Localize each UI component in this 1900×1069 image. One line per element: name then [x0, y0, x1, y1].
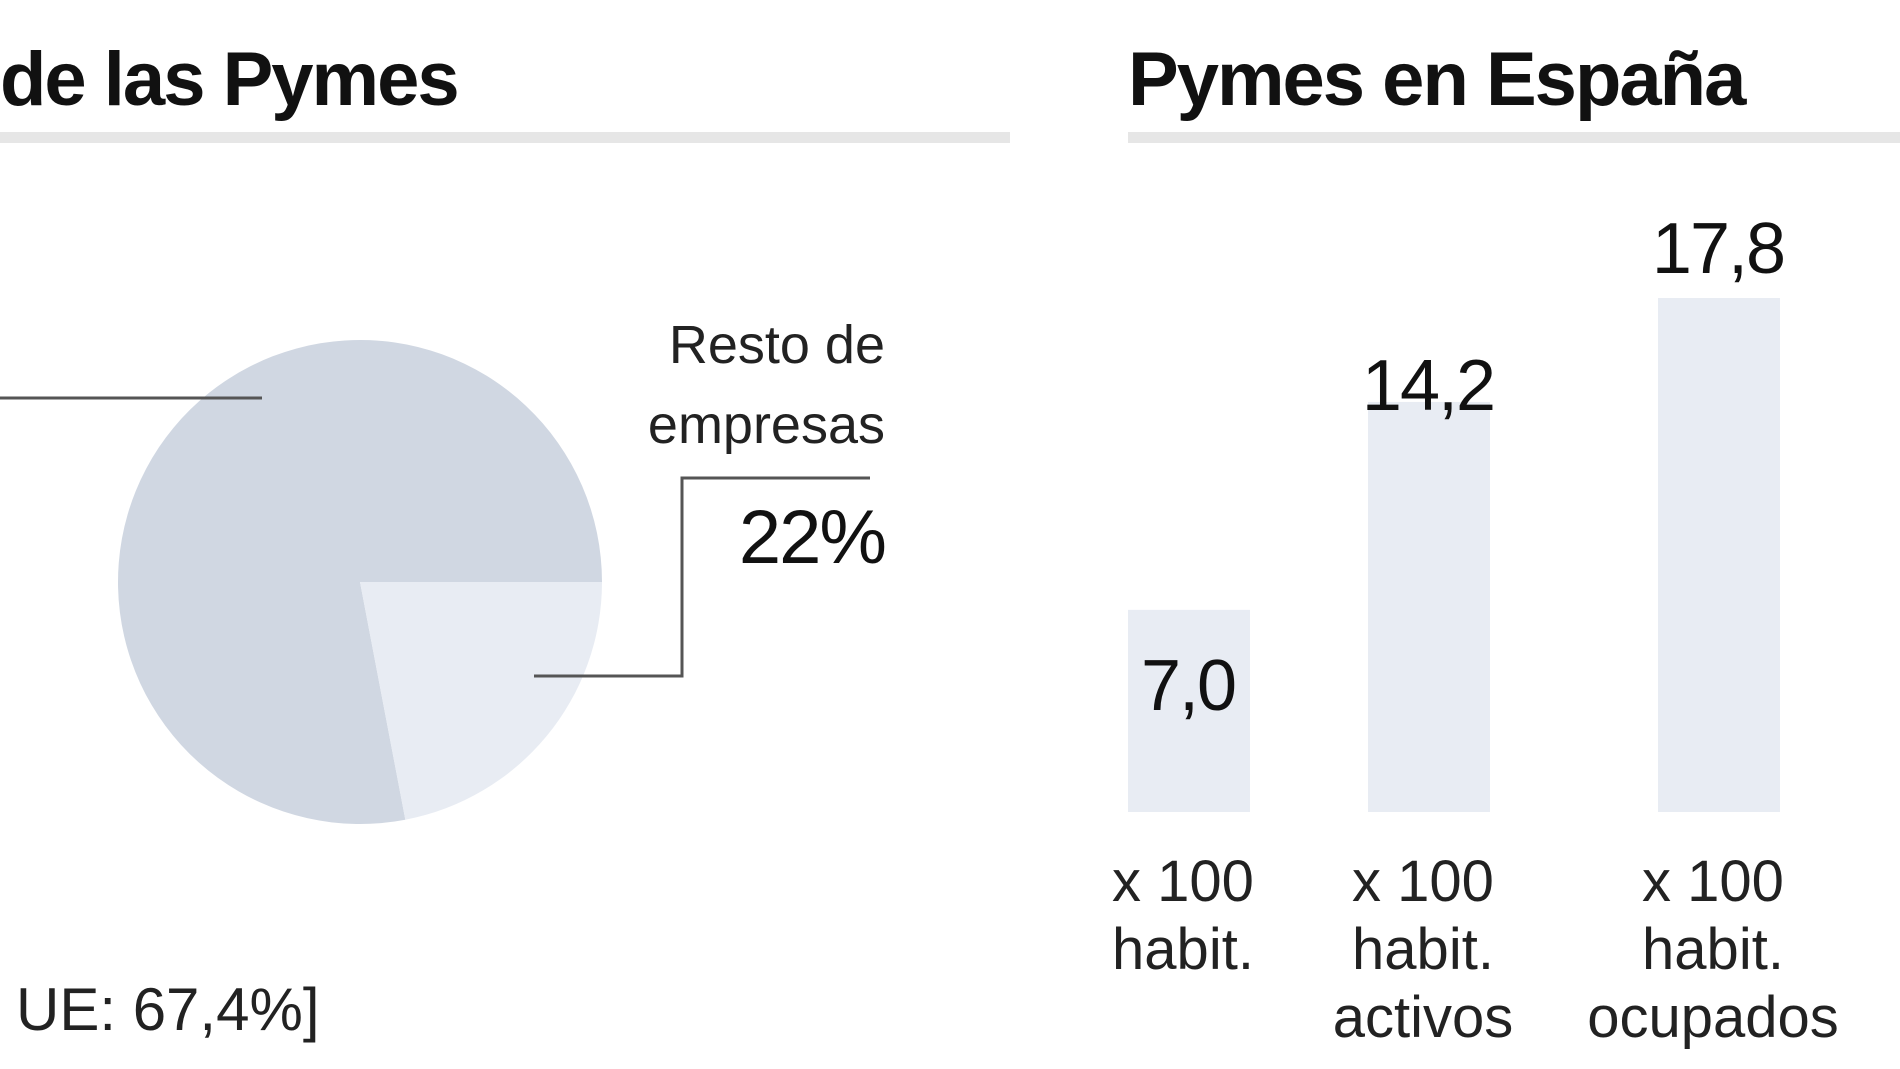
pie-callout-label: Resto de empresas — [648, 305, 885, 465]
pie-slice-2 — [360, 582, 602, 820]
bar-category-label-1: x 100 habit. — [1023, 848, 1343, 984]
pie-slice-1 — [118, 339, 603, 824]
bar-category-label-3: x 100 habit. ocupados — [1553, 848, 1873, 1052]
bar-value-label-1: 7,0 — [1140, 646, 1237, 726]
bar-category-2-line-3: activos — [1332, 985, 1514, 1050]
bar-category-1-line-2: habit. — [1112, 917, 1254, 982]
pie-panel-title: de las Pymes — [0, 37, 460, 122]
right-title-rule — [1128, 132, 1900, 143]
pie-callout-value: 22% — [738, 495, 887, 580]
pie-callout-label-line-1: Resto de — [668, 315, 885, 375]
bar-panel-title: Pymes en España — [1128, 37, 1746, 122]
pie-callout-leader-line — [534, 476, 870, 678]
bar-1 — [1128, 609, 1250, 812]
bar-category-3-line-1: x 100 — [1642, 849, 1784, 914]
bar-value-label-3: 17,8 — [1651, 209, 1786, 289]
pie-footnote: UE: 67,4%] — [16, 976, 320, 1043]
bar-2 — [1368, 401, 1490, 812]
bar-category-2-line-1: x 100 — [1352, 849, 1494, 914]
bar-3 — [1658, 298, 1780, 812]
bar-category-label-2: x 100 habit. activos — [1263, 848, 1583, 1052]
bar-category-1-line-1: x 100 — [1112, 849, 1254, 914]
bar-category-3-line-2: habit. — [1642, 917, 1784, 982]
bar-category-2-line-2: habit. — [1352, 917, 1494, 982]
bar-value-label-2: 14,2 — [1361, 346, 1496, 426]
bar-category-3-line-3: ocupados — [1587, 985, 1839, 1050]
pie-callout-label-line-2: empresas — [647, 395, 885, 455]
left-title-rule — [0, 132, 1010, 143]
